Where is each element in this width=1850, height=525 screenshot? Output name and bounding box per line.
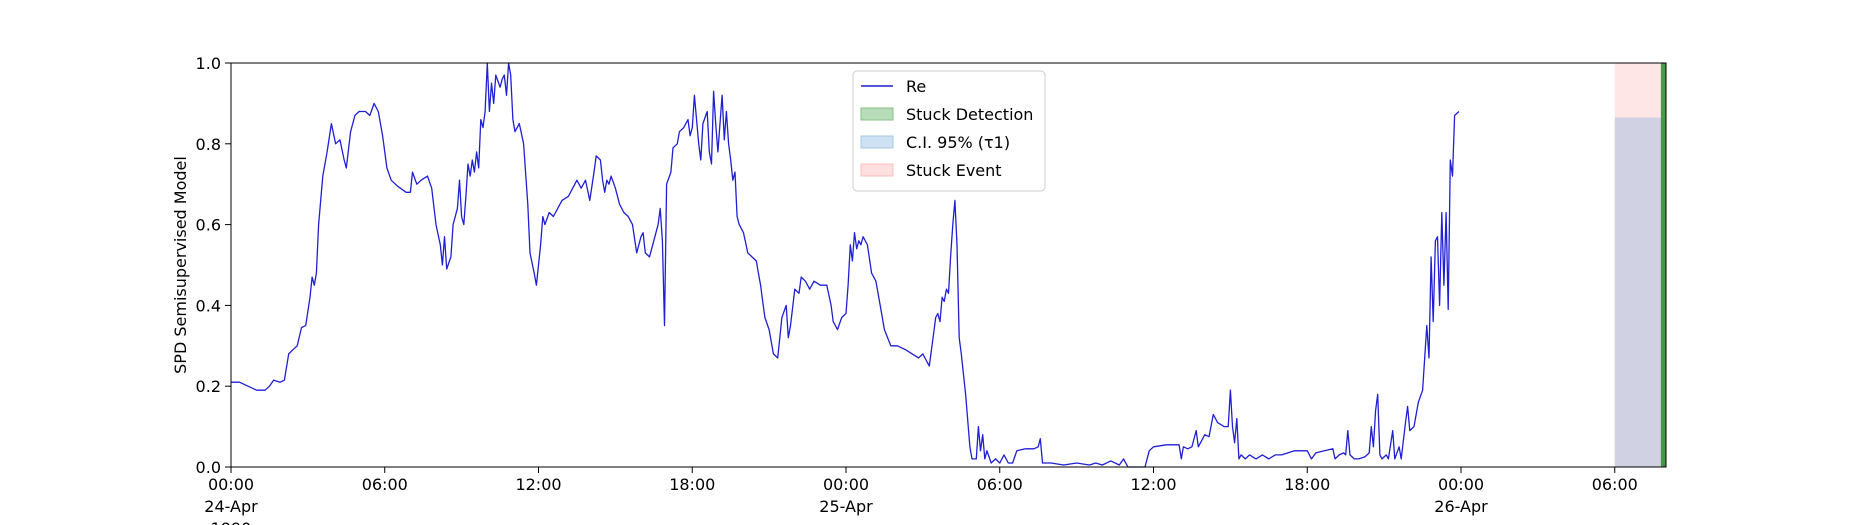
x-tick-label: 12:00 [1130, 475, 1176, 494]
y-tick-label: 0.8 [196, 135, 221, 154]
legend-label: Re [906, 77, 926, 96]
x-tick-label: 00:00 [208, 475, 254, 494]
plot-frame [230, 62, 1667, 468]
x-tick-label: 00:00 [1438, 475, 1484, 494]
y-tick-label: 0.4 [196, 296, 221, 315]
shaded-region-2 [1660, 63, 1666, 467]
x-tick-label: 06:00 [977, 475, 1023, 494]
x-tick-label: 12:00 [515, 475, 561, 494]
series-line-re [231, 62, 1460, 468]
x-tick-label: 18:00 [1284, 475, 1330, 494]
y-tick-label: 0.6 [196, 216, 221, 235]
y-tick-label: 0.0 [196, 458, 221, 477]
shaded-region-0 [1614, 63, 1666, 467]
x-tick-label: 06:00 [1592, 475, 1638, 494]
x-tick-label: 06:00 [362, 475, 408, 494]
x-tick-label: 18:00 [669, 475, 715, 494]
legend-label: C.I. 95% (τ1) [906, 133, 1010, 152]
legend-label: Stuck Event [906, 161, 1002, 180]
series-layer [231, 62, 1460, 468]
y-axis: 0.0 0.2 0.4 0.6 0.8 1.0 [196, 54, 231, 477]
shaded-region-1 [1614, 117, 1666, 467]
x-tick-date-label: 25-Apr [819, 497, 873, 516]
x-axis: 00:00 24-Apr 1990 06:00 12:00 18:00 00:00 25-Ap… [204, 467, 1638, 525]
x-tick-date-label: 24-Apr [204, 497, 258, 516]
legend: Re Stuck Detection C.I. 95% (τ1) Stuck Even… [852, 70, 1046, 192]
x-tick-label: 00:00 [823, 475, 869, 494]
x-tick-date-label: 26-Apr [1434, 497, 1488, 516]
shaded-regions [1614, 63, 1666, 467]
y-axis-label: SPD Semisupervised Model [171, 156, 190, 374]
y-tick-label: 1.0 [196, 54, 221, 73]
legend-swatch [860, 163, 894, 177]
legend-box [852, 70, 1046, 192]
legend-swatch [860, 107, 894, 121]
y-tick-label: 0.2 [196, 377, 221, 396]
legend-label: Stuck Detection [906, 105, 1033, 124]
legend-swatch [860, 135, 894, 149]
x-tick-year-label: 1990 [211, 519, 252, 525]
